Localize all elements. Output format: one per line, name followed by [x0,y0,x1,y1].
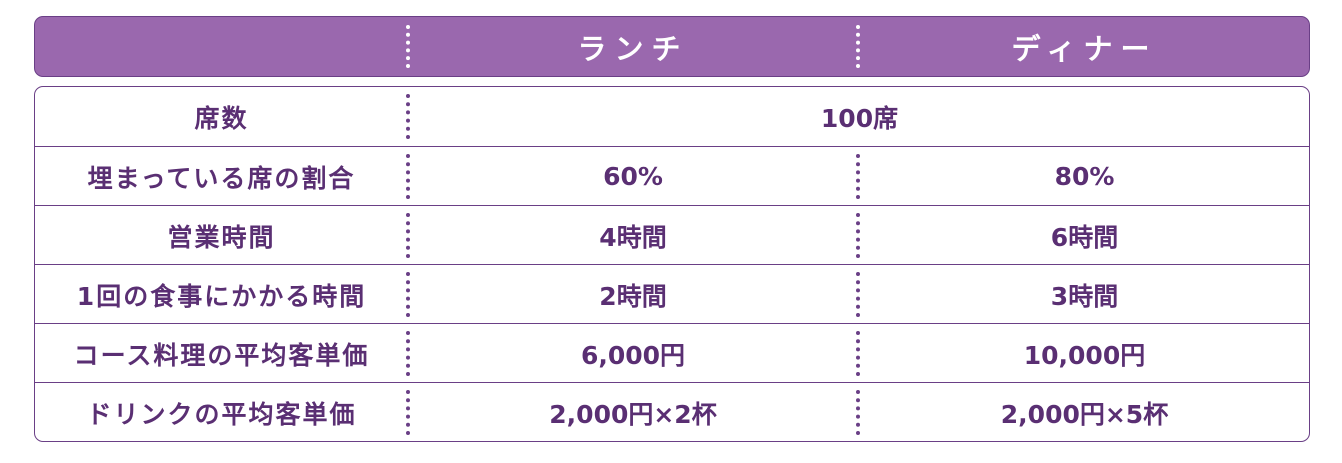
table-row: コース料理の平均客単価 6,000円 10,000円 [35,323,1309,383]
header-divider [856,25,860,68]
table-row: 席数 100席 [35,87,1309,146]
row-label: 埋まっている席の割合 [87,163,356,193]
row-label: 席数 [194,103,249,133]
table-row: ドリンクの平均客単価 2,000円×2杯 2,000円×5杯 [35,382,1309,441]
dinner-value: 2,000円×5杯 [1000,399,1169,429]
table-row: 埋まっている席の割合 60% 80% [35,146,1309,206]
column-divider [406,272,410,317]
column-divider [856,390,860,435]
dinner-value: 80% [1054,162,1115,191]
dinner-value: 6時間 [1050,222,1119,252]
table-header: ランチ ディナー [34,16,1310,77]
dinner-value: 3時間 [1050,281,1119,311]
lunch-value: 2,000円×2杯 [549,399,717,429]
column-divider [856,331,860,376]
lunch-value: 6,000円 [580,340,686,370]
row-label: 営業時間 [167,222,276,252]
row-label: 1回の食事にかかる時間 [76,281,367,311]
header-empty-cell [35,17,408,76]
comparison-table: 席数 100席 埋まっている席の割合 60% 80% 営業時間 4時間 6時間 … [34,86,1310,442]
header-lunch: ランチ [577,31,689,66]
row-label: コース料理の平均客単価 [73,340,370,370]
column-divider [406,390,410,435]
column-divider [856,154,860,199]
column-divider [406,154,410,199]
column-divider [406,94,410,139]
header-dinner: ディナー [1011,31,1158,66]
table-row: 1回の食事にかかる時間 2時間 3時間 [35,264,1309,324]
table-row: 営業時間 4時間 6時間 [35,205,1309,265]
dinner-value: 10,000円 [1023,340,1146,370]
header-divider [406,25,410,68]
merged-value: 100席 [820,103,899,133]
lunch-value: 2時間 [599,281,667,311]
row-label: ドリンクの平均客単価 [86,399,357,429]
column-divider [856,213,860,258]
column-divider [856,272,860,317]
lunch-value: 60% [603,162,663,191]
column-divider [406,331,410,376]
lunch-value: 4時間 [599,222,667,252]
column-divider [406,213,410,258]
